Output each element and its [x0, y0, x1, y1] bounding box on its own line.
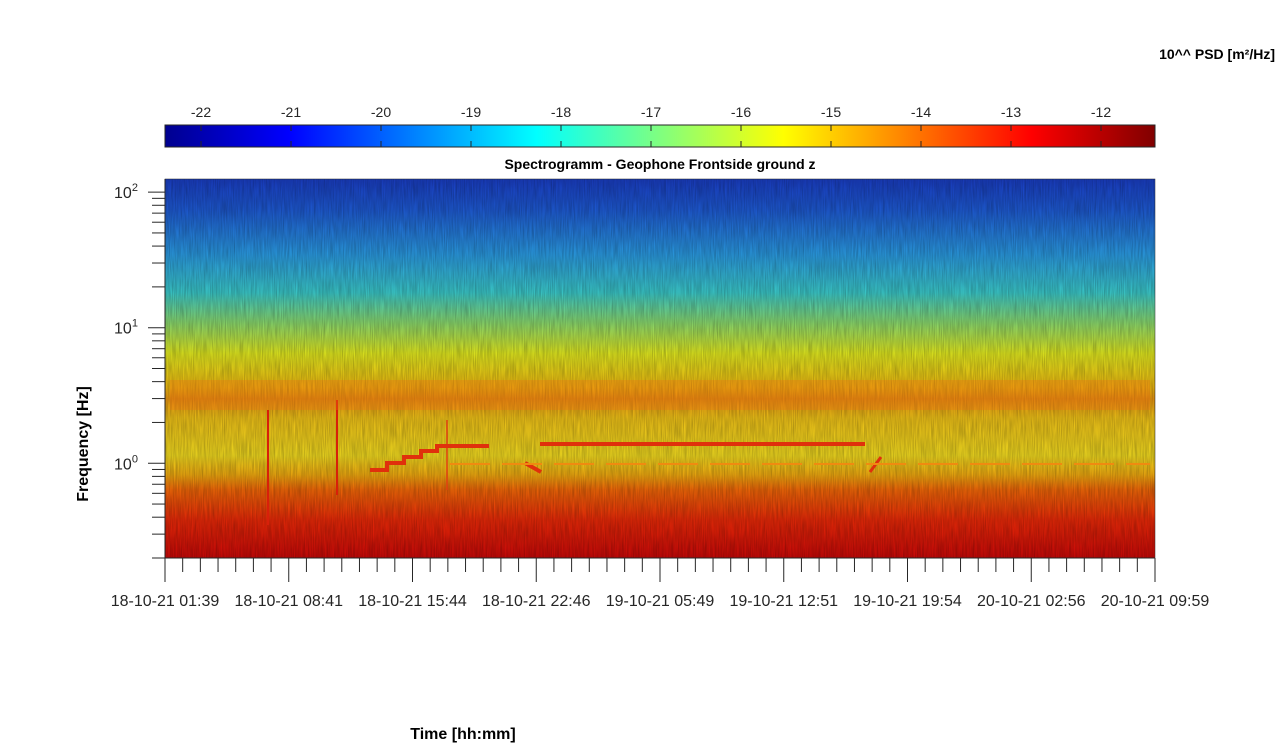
colorbar: -22 -21 -20 -19 -18 -17 -16 -15 -14 -13 -12 10^^ P…	[164, 46, 1275, 148]
y-tick-label: 102	[114, 182, 138, 202]
x-tick-label: 19-10-21 19:54	[853, 593, 962, 610]
chart-title: Spectrogramm - Geophone Frontside ground…	[504, 156, 815, 172]
x-tick-label: 19-10-21 12:51	[729, 593, 838, 610]
x-tick-labels: 18-10-21 01:39 18-10-21 08:41 18-10-21 15:…	[111, 593, 1210, 610]
spectrogram-features	[170, 380, 1150, 525]
colorbar-ticks: -22 -21 -20 -19 -18 -17 -16 -15 -14 -13 -12	[191, 104, 1111, 147]
y-axis: 100 101 102 Frequency [Hz]	[75, 179, 166, 559]
x-ticks	[164, 558, 1156, 582]
spectrogram-noise	[165, 179, 1155, 558]
colorbar-tick-label: -15	[821, 104, 841, 120]
y-major-ticks: 100 101 102	[114, 182, 165, 473]
colorbar-tick-label: -21	[281, 104, 301, 120]
colorbar-tick-label: -16	[731, 104, 751, 120]
plot-area	[164, 178, 1156, 559]
colorbar-tick-label: -14	[911, 104, 931, 120]
x-tick-label: 20-10-21 02:56	[977, 593, 1086, 610]
y-tick-label: 101	[114, 318, 138, 338]
x-tick-label: 20-10-21 09:59	[1101, 593, 1210, 610]
x-axis-label: Time [hh:mm]	[410, 726, 515, 743]
colorbar-label: 10^^ PSD [m²/Hz]	[1159, 46, 1275, 62]
x-axis: 18-10-21 01:39 18-10-21 08:41 18-10-21 15:…	[111, 557, 1210, 743]
colorbar-tick-label: -22	[191, 104, 211, 120]
colorbar-tick-label: -12	[1091, 104, 1111, 120]
x-tick-label: 18-10-21 15:44	[358, 593, 467, 610]
colorbar-tick-label: -13	[1001, 104, 1021, 120]
colorbar-gradient	[164, 124, 1156, 148]
x-tick-label: 18-10-21 01:39	[111, 593, 220, 610]
y-axis-label: Frequency [Hz]	[75, 386, 92, 502]
x-tick-label: 19-10-21 05:49	[606, 593, 715, 610]
colorbar-tick-label: -20	[371, 104, 391, 120]
y-minor-ticks	[152, 197, 165, 559]
y-tick-label: 100	[114, 453, 138, 473]
colorbar-tick-label: -19	[461, 104, 481, 120]
x-tick-label: 18-10-21 22:46	[482, 593, 591, 610]
colorbar-tick-label: -18	[551, 104, 571, 120]
x-tick-label: 18-10-21 08:41	[234, 593, 343, 610]
colorbar-tick-label: -17	[641, 104, 661, 120]
